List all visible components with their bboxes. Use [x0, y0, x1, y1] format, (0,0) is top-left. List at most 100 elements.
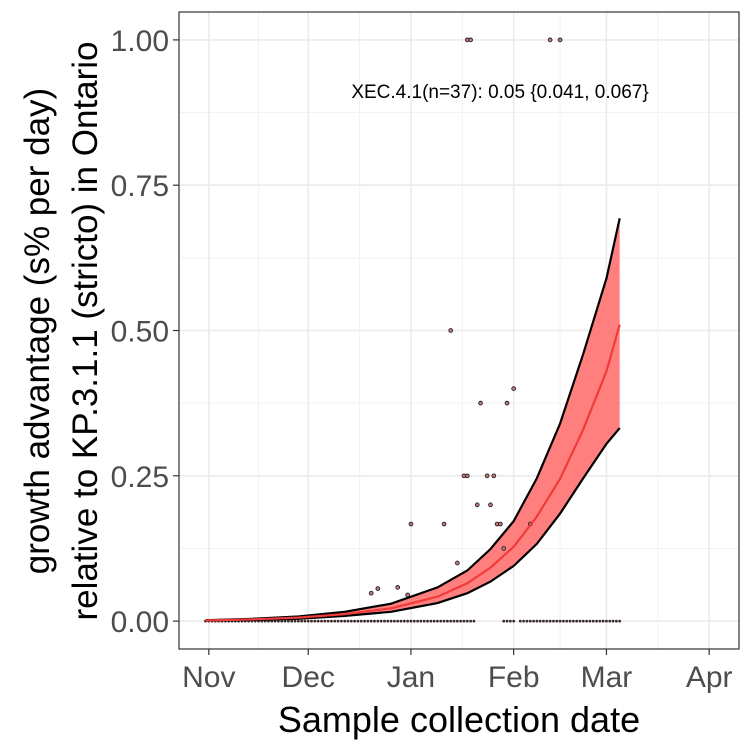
data-point-zero — [518, 619, 522, 623]
data-point-zero — [578, 619, 582, 623]
data-point-zero — [459, 619, 463, 623]
data-point-zero — [555, 619, 559, 623]
x-tick-label: Nov — [182, 661, 235, 694]
y-tick-label: 0.75 — [111, 170, 169, 203]
data-point-zero — [363, 619, 366, 623]
data-point — [368, 590, 374, 596]
data-point-zero — [306, 619, 310, 623]
data-point — [547, 37, 553, 43]
data-point-zero — [376, 619, 380, 623]
data-point-zero — [310, 619, 313, 623]
data-point — [501, 546, 507, 551]
data-point — [408, 521, 414, 527]
data-point-zero — [379, 619, 383, 623]
upper-bound-line — [205, 218, 621, 622]
data-point-zero — [568, 619, 572, 623]
data-point — [557, 37, 563, 43]
data-point-zero — [545, 619, 549, 623]
confidence-ribbon — [205, 218, 620, 621]
data-point-zero — [439, 619, 443, 623]
data-point-zero — [505, 619, 509, 623]
data-point-zero — [542, 619, 545, 623]
y-axis-ticks: 0.00 0.25 0.50 0.75 1.00 — [111, 25, 179, 639]
data-point-zero — [419, 619, 423, 623]
data-point-zero — [313, 619, 317, 623]
data-point-zero — [598, 619, 602, 623]
data-point-zero — [565, 619, 569, 623]
data-point-zero — [412, 619, 416, 623]
data-point-zero — [614, 619, 618, 623]
lower-bound-line — [205, 427, 621, 622]
x-axis-title: Sample collection date — [278, 699, 640, 740]
data-point-zero — [532, 619, 535, 623]
data-point-zero — [373, 619, 376, 623]
data-point — [474, 502, 480, 508]
data-point-zero — [353, 619, 357, 623]
data-point-zero — [349, 619, 353, 623]
data-point — [464, 473, 470, 479]
data-point-zero — [277, 619, 280, 623]
fit-lines-layer — [205, 218, 621, 622]
data-point-zero — [585, 619, 588, 623]
data-point-zero — [538, 619, 542, 623]
data-point-zero — [320, 619, 323, 623]
data-point — [441, 521, 447, 527]
data-point-zero — [455, 619, 459, 623]
data-point-zero — [442, 619, 446, 623]
data-point-zero — [323, 619, 327, 623]
y-axis-title-line1: growth advantage (s% per day) — [18, 88, 57, 574]
data-point-zero — [339, 619, 343, 623]
data-point-zero — [462, 619, 466, 623]
fit-line-xec-4-1 — [205, 324, 621, 622]
data-point — [511, 386, 517, 391]
data-point-zero — [561, 619, 565, 623]
data-point-zero — [296, 619, 300, 623]
y-tick-label: 1.00 — [111, 25, 169, 58]
data-point-zero — [416, 619, 419, 623]
x-tick-label: Apr — [686, 661, 733, 694]
data-point — [395, 585, 401, 590]
data-point — [498, 521, 503, 527]
data-point-zero — [343, 619, 347, 623]
data-point-zero — [280, 619, 284, 623]
data-point-zero — [611, 619, 615, 623]
data-point — [488, 502, 493, 508]
data-point-zero — [300, 619, 304, 623]
x-tick-label: Dec — [282, 661, 335, 694]
data-point-zero — [406, 619, 410, 623]
data-point-zero — [290, 619, 294, 623]
data-point — [478, 400, 483, 406]
grid-lines — [179, 12, 739, 649]
data-point-zero — [396, 619, 400, 623]
data-point — [448, 328, 454, 333]
data-point-zero — [512, 619, 516, 623]
data-point-zero — [303, 619, 307, 623]
data-point-zero — [591, 619, 595, 623]
data-point-zero — [525, 619, 529, 623]
data-point-zero — [548, 619, 552, 623]
data-point-zero — [472, 619, 476, 623]
x-tick-label: Mar — [581, 661, 633, 694]
data-point — [484, 473, 490, 479]
data-point-zero — [293, 619, 297, 623]
data-point-zero — [409, 619, 413, 623]
data-point-zero — [508, 619, 512, 623]
data-point — [375, 586, 381, 591]
data-point-zero — [452, 619, 456, 623]
y-tick-label: 0.25 — [111, 461, 169, 494]
data-point-zero — [581, 619, 585, 623]
data-point-zero — [386, 619, 390, 623]
data-point-zero — [608, 619, 612, 623]
data-point-zero — [595, 619, 598, 623]
data-point-zero — [383, 619, 386, 623]
data-point-zero — [389, 619, 393, 623]
data-point-zero — [286, 619, 290, 623]
data-point-zero — [392, 619, 396, 623]
data-point — [468, 37, 473, 43]
data-point-zero — [326, 619, 330, 623]
data-point-zero — [522, 619, 526, 623]
data-point-zero — [571, 619, 575, 623]
data-point — [454, 560, 460, 566]
data-point-zero — [426, 619, 429, 623]
